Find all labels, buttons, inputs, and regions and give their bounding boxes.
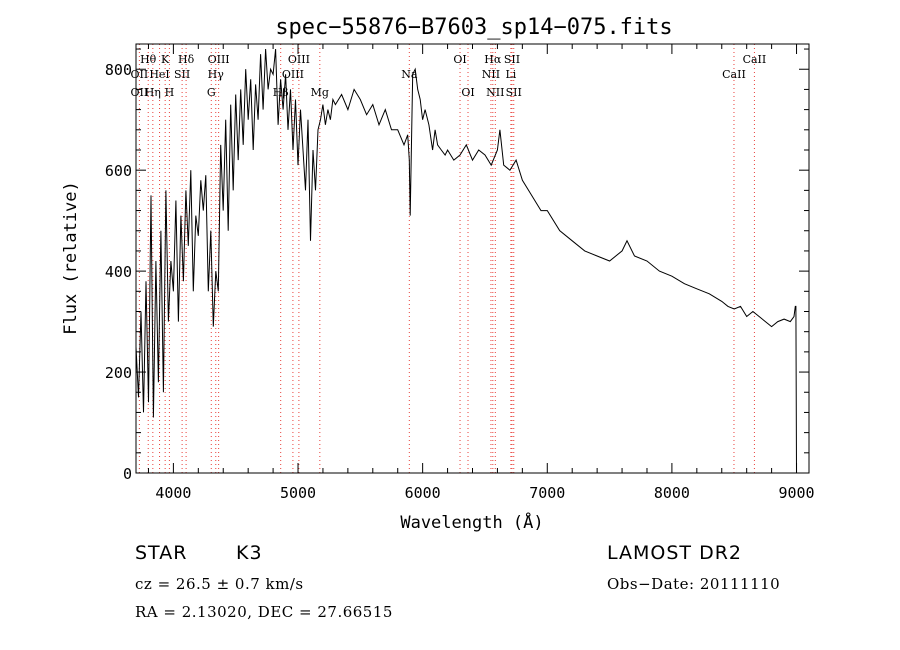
obs-date: Obs−Date: 20111110 — [607, 575, 781, 593]
survey-name: LAMOST DR2 — [607, 542, 742, 564]
x-tick-label: 5000 — [280, 484, 316, 502]
line-label-5: OI — [453, 53, 466, 66]
line-label-13: OIII — [282, 68, 304, 81]
line-label-0: Hθ — [140, 53, 157, 66]
line-label-21: G — [207, 86, 216, 99]
x-tick-label: 4000 — [155, 484, 191, 502]
line-label-10: HeI — [149, 68, 169, 81]
line-label-7: SII — [504, 53, 520, 66]
x-tick-label: 7000 — [529, 484, 565, 502]
line-label-9: OII — [131, 68, 149, 81]
spectrum-line — [135, 48, 797, 474]
line-label-6: Hα — [484, 53, 502, 66]
object-class: STAR — [135, 542, 188, 564]
x-tick-label: 6000 — [405, 484, 441, 502]
line-label-19: Hη — [145, 86, 161, 99]
chart-title: spec−55876−B7603_sp14−075.fits — [275, 15, 672, 40]
y-axis-ticks: 0 200 400 600 800 — [105, 48, 809, 483]
y-tick-label: 800 — [105, 61, 132, 79]
line-label-18: OII — [131, 86, 149, 99]
line-label-8: CaII — [743, 53, 767, 66]
line-label-25: NII — [486, 86, 504, 99]
redshift-text: cz = 26.5 ± 0.7 km/s — [135, 575, 304, 593]
x-axis-ticks: 4000 5000 6000 7000 8000 9000 — [147, 44, 815, 502]
line-label-1: K — [161, 53, 170, 66]
coordinates: RA = 2.13020, DEC = 27.66515 — [135, 603, 393, 621]
line-label-17: CaII — [722, 68, 746, 81]
line-label-2: Hδ — [178, 53, 195, 66]
y-axis-label: Flux (relative) — [61, 181, 81, 335]
line-label-26: SII — [506, 86, 522, 99]
line-label-4: OIII — [288, 53, 310, 66]
line-label-12: Hγ — [208, 68, 225, 81]
line-label-20: H — [165, 86, 175, 99]
y-tick-label: 0 — [123, 465, 132, 483]
line-label-11: SII — [174, 68, 190, 81]
line-label-3: OIII — [208, 53, 230, 66]
y-tick-label: 600 — [105, 162, 132, 180]
emission-line-markers — [138, 44, 755, 473]
line-label-24: OI — [461, 86, 474, 99]
x-axis-label: Wavelength (Å) — [400, 511, 543, 533]
y-tick-label: 400 — [105, 263, 132, 281]
x-tick-label: 8000 — [654, 484, 690, 502]
object-subclass: K3 — [236, 542, 263, 564]
x-tick-label: 9000 — [778, 484, 814, 502]
line-label-23: Mg — [311, 86, 329, 99]
plot-frame — [135, 43, 810, 474]
line-label-15: NII — [482, 68, 500, 81]
line-label-16: Li — [505, 68, 516, 81]
y-tick-label: 200 — [105, 364, 132, 382]
